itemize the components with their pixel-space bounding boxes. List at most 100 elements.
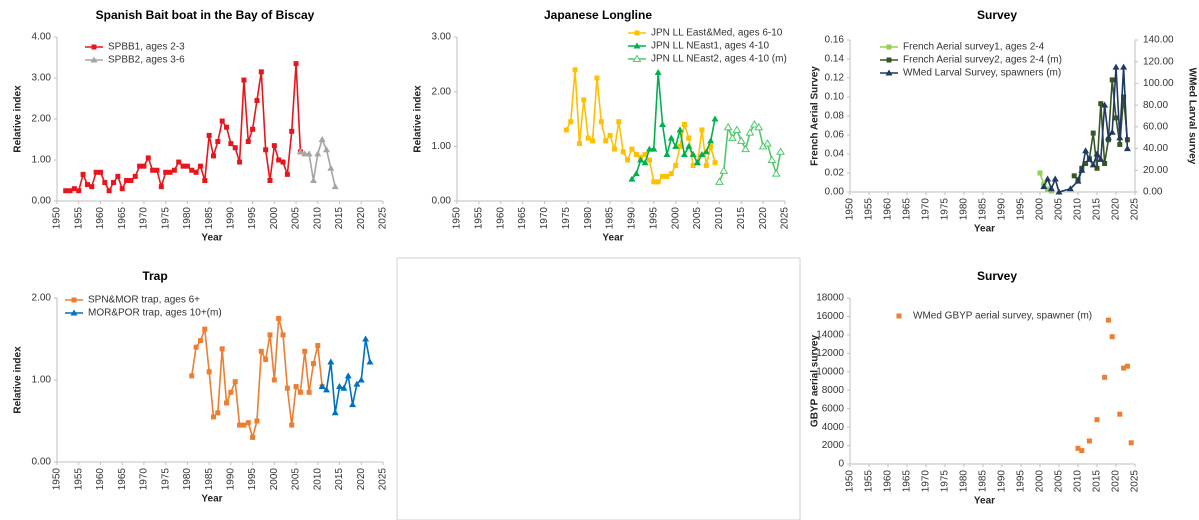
legend-swatch	[90, 56, 98, 63]
data-point	[1124, 363, 1130, 369]
data-point	[659, 120, 667, 127]
data-point	[327, 164, 335, 171]
data-point	[93, 169, 99, 175]
data-point	[699, 127, 705, 133]
data-point	[362, 335, 370, 342]
data-point	[267, 178, 273, 183]
data-point	[750, 119, 759, 128]
x-tick-label: 1965	[117, 468, 128, 491]
x-tick-label: 1995	[247, 468, 258, 491]
data-point	[271, 143, 277, 149]
data-point	[289, 128, 295, 134]
x-tick-label: 1995	[1016, 470, 1027, 493]
data-point	[650, 145, 658, 152]
x-tick-label: 1965	[117, 207, 128, 230]
data-point	[715, 177, 724, 185]
data-point	[1089, 161, 1097, 168]
x-tick-label: 2020	[1111, 470, 1122, 493]
data-point	[284, 171, 290, 177]
data-point	[563, 127, 569, 133]
x-tick-label: 2000	[269, 207, 280, 230]
data-point	[336, 383, 344, 390]
legend-swatch	[71, 297, 77, 303]
data-point	[1078, 166, 1086, 173]
data-point	[293, 61, 299, 67]
data-point	[202, 178, 208, 183]
x-tick-label: 2015	[1092, 470, 1103, 493]
data-point	[616, 119, 622, 125]
x-tick-label: 2025	[1130, 198, 1141, 221]
data-point	[357, 376, 365, 383]
x-tick-label: 1970	[139, 207, 150, 230]
data-point	[228, 141, 234, 147]
data-point	[1104, 134, 1112, 141]
data-point	[150, 167, 156, 173]
data-point	[1108, 128, 1116, 135]
data-point	[137, 163, 143, 169]
data-point	[71, 186, 77, 192]
y-axis-label: GBYP aerial survey	[810, 335, 821, 428]
data-point	[193, 169, 199, 175]
data-point	[254, 98, 260, 104]
data-point	[728, 133, 737, 142]
data-point	[197, 163, 203, 169]
data-point	[1117, 142, 1123, 147]
data-point	[210, 153, 216, 159]
data-point	[719, 166, 729, 174]
series-line	[1043, 67, 1129, 193]
data-point	[1047, 185, 1055, 192]
x-tick-label: 1955	[73, 207, 84, 230]
data-point	[111, 180, 117, 186]
x-tick-label: 2000	[670, 207, 681, 230]
data-point	[353, 380, 361, 387]
data-point	[302, 348, 308, 354]
legend-label: MOR&POR trap, ages 10+(m)	[88, 308, 222, 319]
x-tick-label: 1990	[226, 468, 237, 491]
y-tick-label: 0	[838, 459, 844, 470]
data-point	[620, 149, 626, 155]
data-point	[651, 179, 657, 185]
data-point	[254, 418, 260, 424]
y-tick-label: 0.08	[825, 111, 845, 122]
x-tick-label: 1985	[978, 470, 989, 493]
x-axis-label: Year	[201, 233, 222, 244]
data-point	[646, 157, 652, 163]
x-tick-label: 2010	[312, 207, 323, 230]
data-point	[296, 148, 304, 155]
data-point	[314, 150, 322, 157]
x-tick-label: 1975	[940, 470, 951, 493]
data-point	[197, 338, 203, 344]
data-point	[1045, 186, 1051, 192]
data-point	[629, 146, 635, 152]
data-point	[271, 377, 277, 383]
x-tick-label: 1990	[997, 198, 1008, 221]
x-tick-label: 1990	[627, 207, 638, 230]
x-tick-label: 1980	[959, 198, 970, 221]
data-point	[1040, 183, 1048, 190]
data-point	[1071, 173, 1077, 179]
data-point	[318, 383, 326, 390]
data-point	[1121, 94, 1127, 100]
data-point	[668, 171, 674, 177]
legend-label: JPN LL NEast2, ages 4-10 (m)	[651, 54, 787, 65]
y2-tick-label: 60.00	[1143, 121, 1168, 132]
x-tick-label: 1980	[583, 207, 594, 230]
data-point	[1086, 438, 1092, 444]
x-tick-label: 1970	[139, 468, 150, 491]
data-point	[322, 386, 330, 393]
data-point	[607, 132, 613, 138]
data-point	[1044, 175, 1052, 182]
data-point	[284, 385, 290, 391]
x-tick-label: 2005	[291, 207, 302, 230]
data-point	[232, 145, 238, 151]
legend-label: WMed GBYP aerial survey, spawner (m)	[913, 311, 1092, 322]
data-point	[689, 151, 697, 158]
data-point	[318, 136, 326, 142]
data-point	[267, 332, 273, 338]
data-point	[250, 434, 256, 440]
y-tick-label: 14000	[816, 330, 844, 341]
data-point	[712, 160, 718, 166]
y2-tick-label: 20.00	[1143, 165, 1168, 176]
